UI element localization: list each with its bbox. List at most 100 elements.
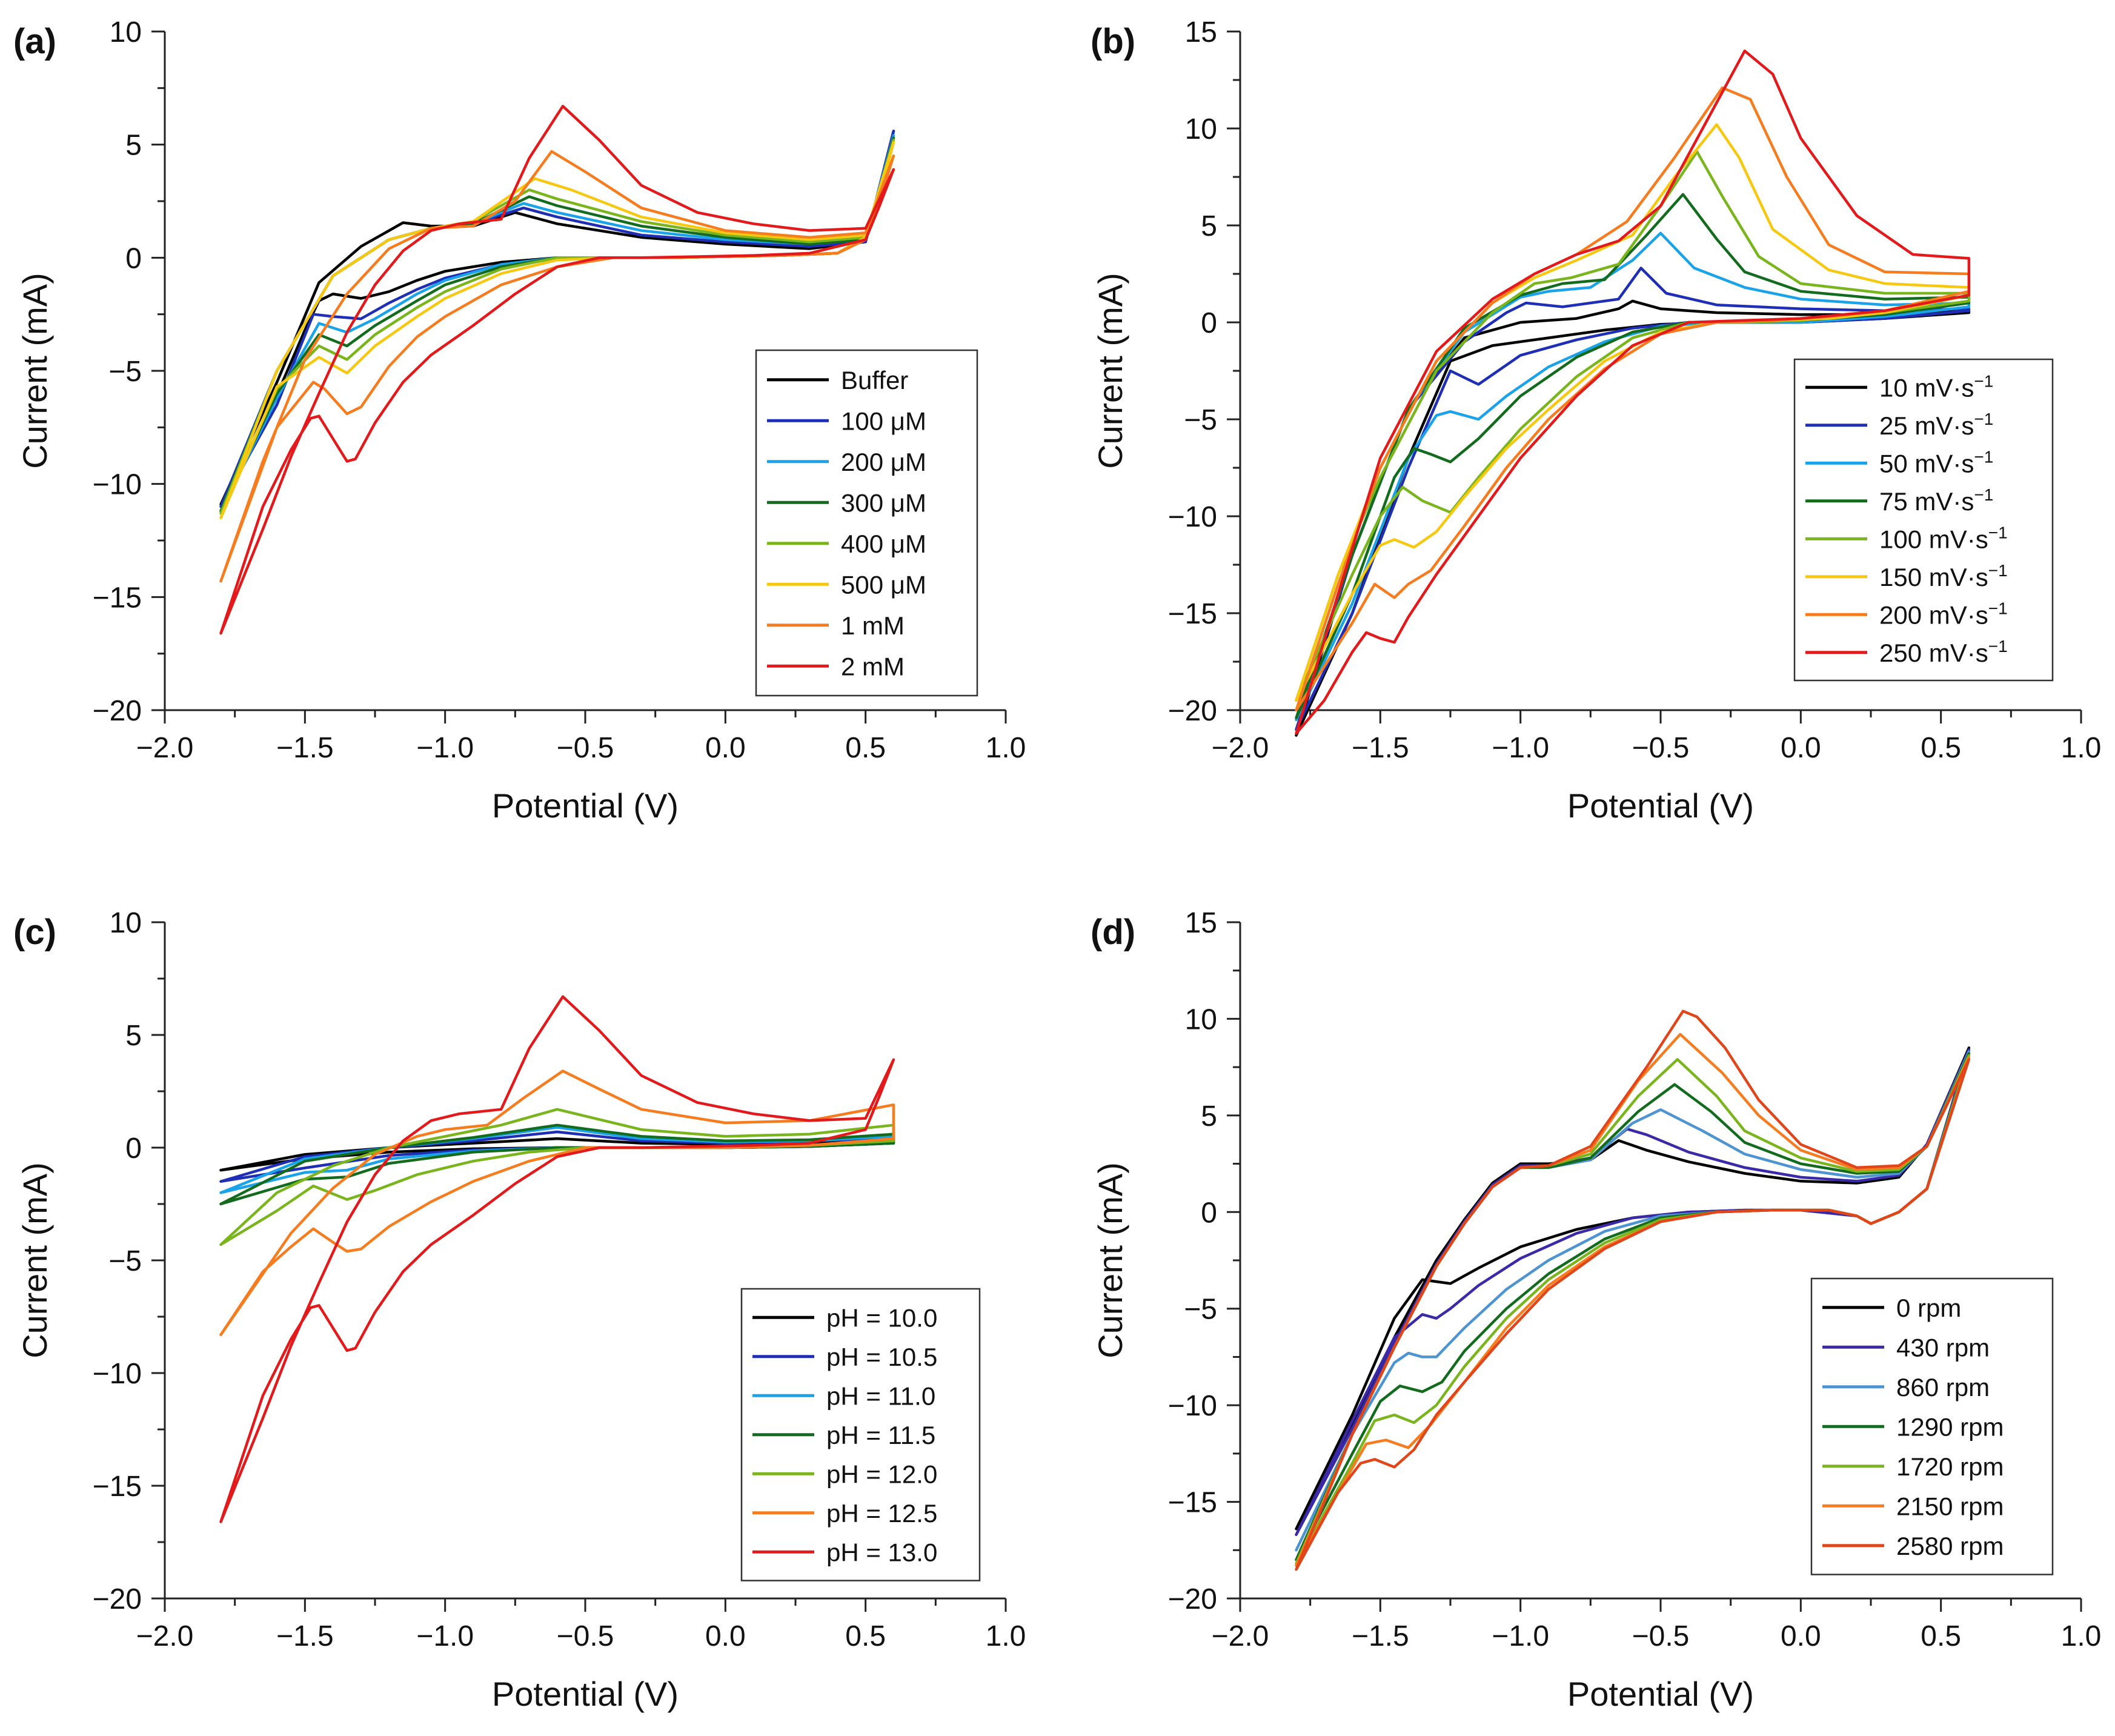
- y-axis-title: Current (mA): [16, 273, 54, 469]
- chart-panel-2: (b) −2.0 −1.5 −1.0 −0.5 0.0 0.5 1.0 15 10 5 0 −5 −10 −…: [1091, 16, 2101, 825]
- y-tick-label: 10: [1185, 113, 1217, 145]
- legend: pH = 10.0 pH = 10.5 pH = 11.0 pH = 11.5 pH =…: [740, 1288, 981, 1581]
- legend-label: 150 mV·s−1: [1879, 561, 2008, 591]
- legend-label: 25 mV·s−1: [1879, 410, 1993, 440]
- legend-label: 200 mV·s−1: [1879, 599, 2008, 629]
- legend-box: [1793, 358, 2054, 682]
- panel-label: (c): [13, 913, 56, 952]
- y-tick-label: −10: [1168, 1390, 1217, 1422]
- series-line-2: [1295, 267, 1971, 731]
- series-line-8: [219, 104, 895, 635]
- legend-label: 0 rpm: [1896, 1294, 1961, 1322]
- y-axis-title: Current (mA): [1091, 1162, 1129, 1359]
- chart-panel-3: (c) −2.0 −1.5 −1.0 −0.5 0.0 0.5 1.0 10 5 0 −5 −10 −15…: [13, 907, 1026, 1713]
- legend-label: pH = 11.5: [826, 1421, 935, 1449]
- legend-unit: mV·s: [1922, 639, 1988, 667]
- legend-label: 200 μM: [841, 448, 926, 476]
- y-tick-label: 10: [110, 907, 142, 939]
- x-tick-label: −0.5: [1632, 732, 1690, 764]
- x-tick-label: 1.0: [986, 1620, 1026, 1652]
- series-line-5: [1295, 150, 1971, 702]
- legend-label: 100 μM: [841, 407, 926, 435]
- y-tick-label: −5: [108, 1245, 142, 1277]
- x-tick-label: 0.5: [1921, 1620, 1961, 1652]
- x-tick-label: −2.0: [136, 1620, 194, 1652]
- x-tick-label: −0.5: [557, 732, 614, 764]
- y-tick-label: 5: [125, 130, 142, 162]
- legend-label: 300 μM: [841, 488, 926, 517]
- legend-label: 2 mM: [841, 652, 905, 680]
- y-tick-label: 0: [125, 1132, 142, 1165]
- x-tick-label: 0.0: [705, 1620, 746, 1652]
- x-tick-label: −2.0: [1212, 1620, 1269, 1652]
- series-line-7: [219, 995, 895, 1523]
- legend-unit-superscript: −1: [1974, 485, 1993, 504]
- legend-unit: mV·s: [1908, 411, 1974, 440]
- legend-unit-superscript: −1: [1974, 447, 1993, 466]
- x-tick-label: 1.0: [2061, 732, 2102, 764]
- x-axis-title: Potential (V): [1567, 787, 1754, 825]
- x-tick-label: 0.5: [845, 1620, 886, 1652]
- y-axis-title: Current (mA): [1091, 273, 1129, 469]
- legend-label: pH = 11.0: [826, 1382, 935, 1410]
- legend-unit-superscript: −1: [1988, 561, 2008, 580]
- y-tick-label: −15: [1168, 1487, 1217, 1519]
- x-tick-label: −1.0: [1492, 732, 1549, 764]
- chart-panel-4: (d) −2.0 −1.5 −1.0 −0.5 0.0 0.5 1.0 15 10 5 0 −5 −10 −…: [1091, 907, 2101, 1713]
- legend-unit: mV·s: [1908, 373, 1974, 402]
- y-tick-label: 5: [125, 1020, 142, 1052]
- y-tick-label: −15: [93, 582, 142, 614]
- legend-label: 2150 rpm: [1896, 1492, 2004, 1520]
- x-tick-label: 1.0: [986, 732, 1026, 764]
- x-tick-label: −1.0: [1492, 1620, 1549, 1652]
- x-tick-label: −2.0: [1212, 732, 1269, 764]
- y-tick-label: 10: [1185, 1003, 1217, 1036]
- x-tick-label: −1.5: [276, 1620, 334, 1652]
- series-line-4: [219, 1123, 895, 1206]
- x-tick-label: 0.0: [705, 732, 746, 764]
- x-tick-label: 1.0: [2061, 1620, 2102, 1652]
- y-tick-label: −20: [93, 695, 142, 727]
- legend-label: pH = 10.5: [826, 1343, 937, 1371]
- panel-label: (a): [13, 22, 56, 61]
- x-tick-label: −1.0: [416, 732, 474, 764]
- legend: Buffer 100 μM 200 μM 300 μM 400 μM 500 μM 1 mM…: [755, 349, 978, 697]
- legend-unit: mV·s: [1908, 487, 1974, 516]
- legend-label: 400 μM: [841, 530, 926, 558]
- legend-label: 860 rpm: [1896, 1373, 1990, 1402]
- y-tick-label: −20: [1168, 1583, 1217, 1615]
- legend-unit: mV·s: [1922, 563, 1988, 591]
- x-axis-title: Potential (V): [492, 1675, 679, 1713]
- legend-unit: mV·s: [1908, 449, 1974, 477]
- y-tick-label: −15: [1168, 598, 1217, 630]
- series-line-7: [1295, 1009, 1971, 1571]
- x-tick-label: −1.5: [1352, 1620, 1409, 1652]
- legend-unit-superscript: −1: [1988, 523, 2008, 542]
- y-tick-label: −20: [1168, 695, 1217, 727]
- legend-label: 500 μM: [841, 570, 926, 599]
- legend-label: 1 mM: [841, 611, 905, 640]
- y-tick-label: 15: [1185, 907, 1217, 939]
- y-tick-label: −5: [108, 356, 142, 388]
- y-tick-label: −5: [1184, 1294, 1217, 1326]
- y-tick-label: −10: [1168, 501, 1217, 533]
- legend-unit-superscript: −1: [1988, 599, 2008, 617]
- series-line-6: [219, 1069, 895, 1337]
- legend-label: 250 mV·s−1: [1879, 637, 2008, 667]
- x-tick-label: −0.5: [1632, 1620, 1690, 1652]
- x-tick-label: −1.5: [1352, 732, 1409, 764]
- x-axis-title: Potential (V): [492, 787, 679, 825]
- legend-label: 50 mV·s−1: [1879, 447, 1993, 477]
- series-line-2: [1295, 1048, 1971, 1537]
- legend-label: pH = 10.0: [826, 1303, 937, 1332]
- legend-label: 2580 rpm: [1896, 1532, 2004, 1560]
- legend-unit-superscript: −1: [1974, 410, 1993, 428]
- legend-label: pH = 12.0: [826, 1460, 937, 1488]
- legend: 0 rpm 430 rpm 860 rpm 1290 rpm 1720 rpm 2150 …: [1810, 1277, 2054, 1575]
- y-tick-label: 0: [125, 242, 142, 274]
- legend-unit: mV·s: [1922, 525, 1988, 553]
- legend-box: [755, 349, 978, 697]
- y-tick-label: −10: [93, 1358, 142, 1390]
- panel-label: (b): [1091, 22, 1135, 61]
